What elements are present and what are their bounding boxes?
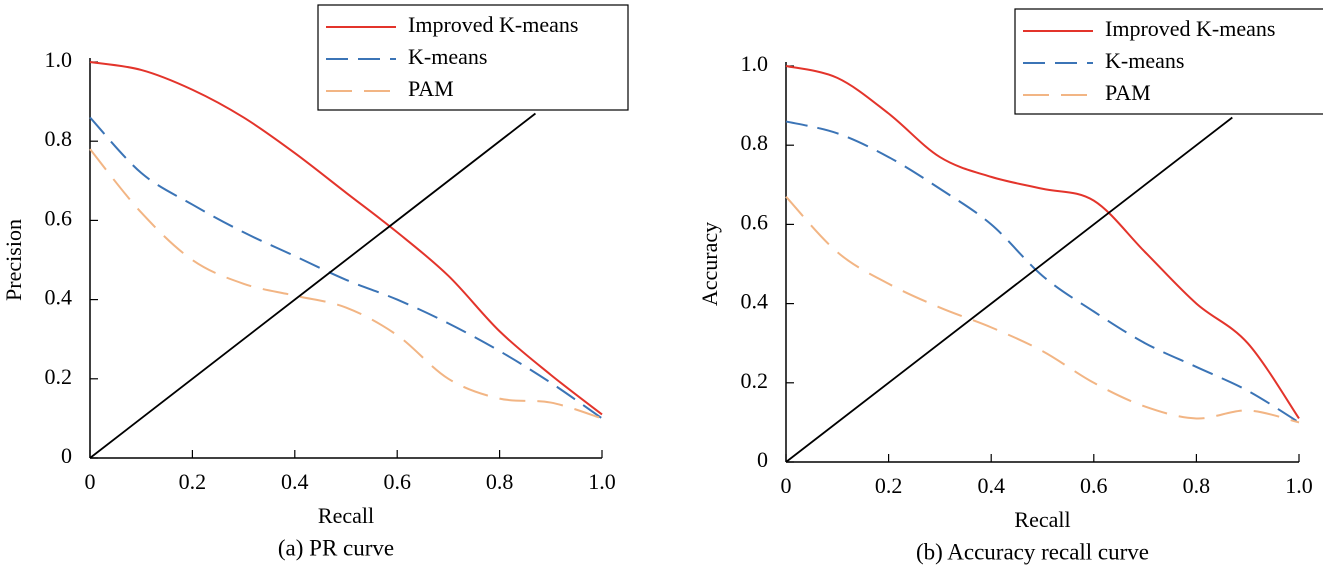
caption: (b) Accuracy recall curve [916, 539, 1149, 564]
series-line [785, 196, 1300, 424]
series-line [89, 61, 603, 416]
y-tick-label: 0.6 [45, 205, 73, 230]
y-axis-label: Precision [1, 219, 26, 301]
x-tick-label: 0.4 [977, 473, 1005, 498]
series-line [89, 116, 603, 420]
series-line [89, 148, 603, 420]
legend-label: PAM [1105, 80, 1151, 105]
legend-label: K-means [1105, 48, 1184, 73]
legend-label: K-means [408, 44, 487, 69]
x-tick-label: 0.8 [1183, 473, 1211, 498]
legend-box [317, 4, 629, 111]
legend-label: Improved K-means [408, 12, 578, 37]
x-axis-label: Recall [1014, 507, 1070, 532]
y-tick-label: 0.8 [45, 126, 73, 151]
x-tick-label: 0.4 [281, 469, 309, 494]
x-tick-label: 0.2 [875, 473, 903, 498]
y-axis-label: Accuracy [697, 222, 722, 306]
reference-line [785, 116, 1233, 463]
y-tick-label: 0.2 [45, 364, 73, 389]
x-tick-label: 0.8 [486, 469, 514, 494]
legend-box [1014, 8, 1323, 115]
x-tick-label: 0.2 [179, 469, 207, 494]
y-tick-label: 0 [757, 447, 768, 472]
x-tick-label: 0.6 [1080, 473, 1108, 498]
y-tick-label: 0 [61, 443, 72, 468]
y-tick-label: 0.2 [741, 368, 769, 393]
series-line [785, 120, 1300, 424]
y-tick-label: 0.6 [741, 209, 769, 234]
series-line [785, 65, 1300, 420]
x-tick-label: 0 [781, 473, 792, 498]
x-tick-label: 0.6 [383, 469, 411, 494]
y-tick-label: 0.8 [741, 130, 769, 155]
legend-label: Improved K-means [1105, 16, 1275, 41]
legend-label: PAM [408, 76, 454, 101]
reference-line [89, 112, 536, 459]
x-axis-label: Recall [318, 503, 374, 528]
caption: (a) PR curve [278, 535, 394, 560]
y-tick-label: 1.0 [741, 51, 769, 76]
y-tick-label: 1.0 [45, 47, 73, 72]
y-tick-label: 0.4 [741, 289, 769, 314]
x-tick-label: 0 [85, 469, 96, 494]
x-tick-label: 1.0 [588, 469, 616, 494]
y-tick-label: 0.4 [45, 285, 73, 310]
x-tick-label: 1.0 [1285, 473, 1313, 498]
